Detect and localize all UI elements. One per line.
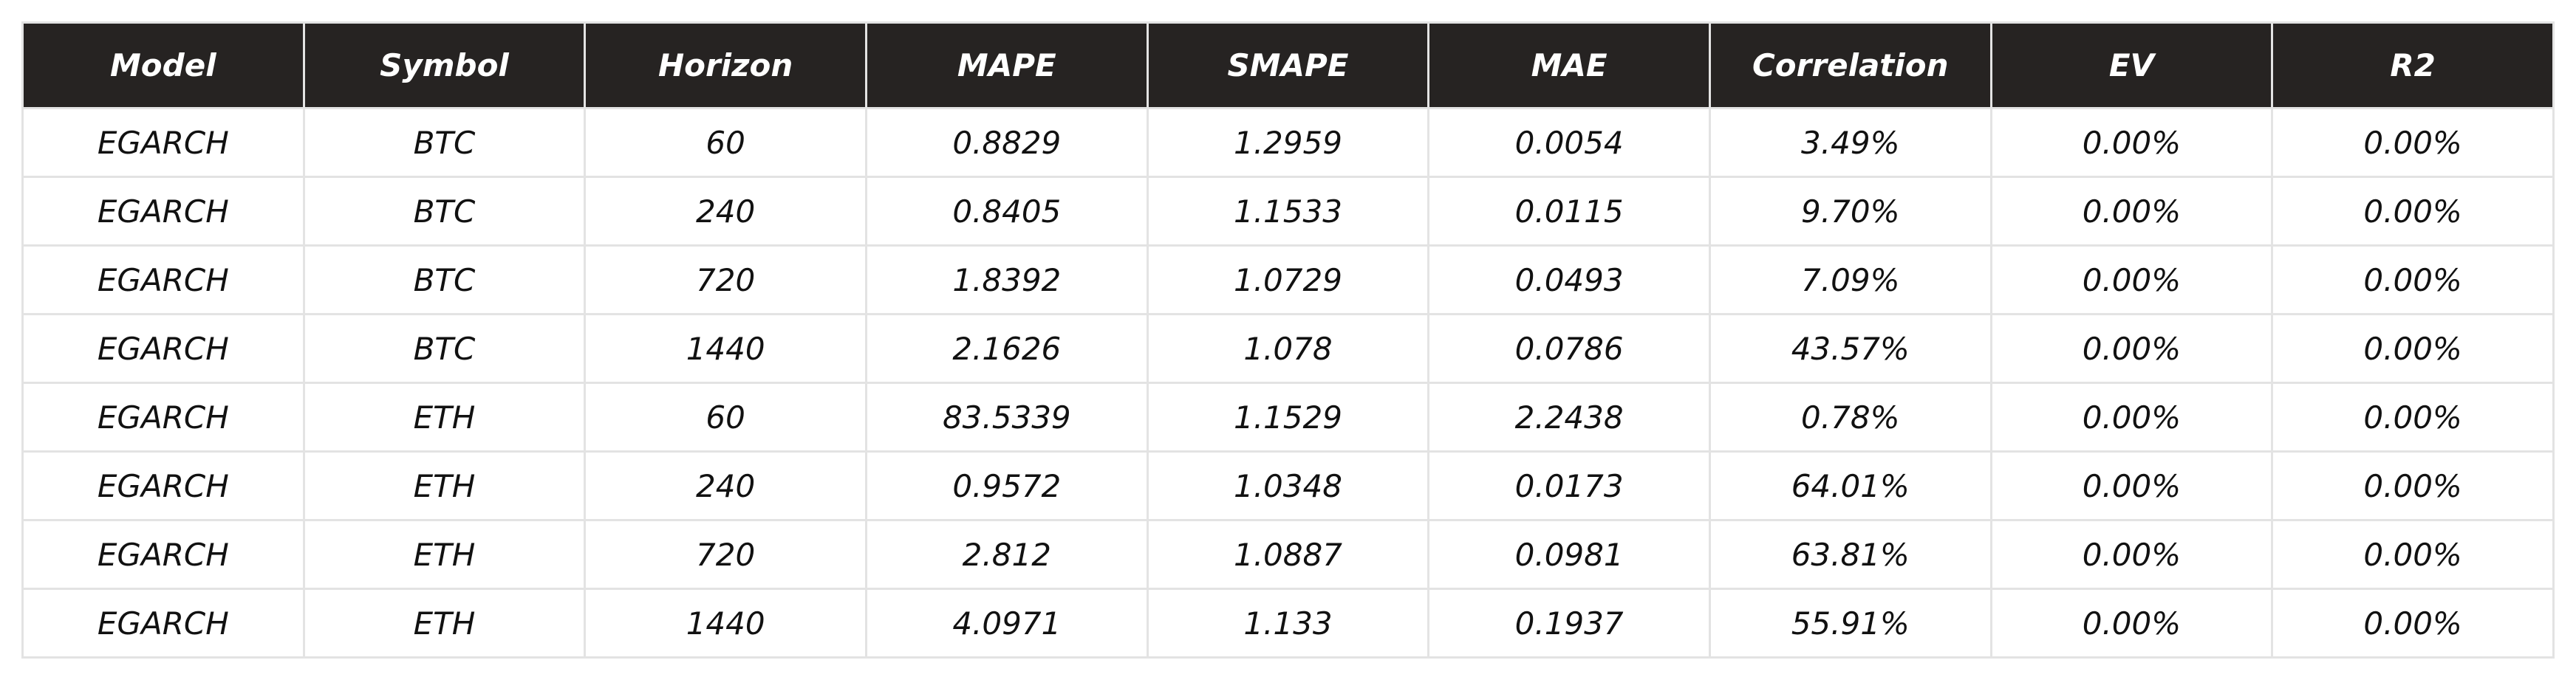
table-cell-correlation: 9.70% [1708,176,1992,247]
table-cell-smape: 1.0348 [1146,450,1430,521]
table-cell-horizon: 720 [584,244,867,315]
table-row: EGARCH BTC 720 1.8392 1.0729 0.0493 7.09% 0.00%… [21,244,2555,315]
table-cell-r2: 0.00% [2271,107,2555,178]
table-cell-mape: 4.0971 [864,588,1149,659]
table-cell-model: EGARCH [21,382,305,453]
table-cell-horizon: 60 [584,107,867,178]
table-cell-r2: 0.00% [2271,382,2555,453]
table-cell-mape: 1.8392 [864,244,1149,315]
header-cell-correlation: Correlation [1708,21,1992,109]
table-cell-mae: 0.0493 [1427,244,1711,315]
table-row: EGARCH ETH 1440 4.0971 1.133 0.1937 55.91% 0.00… [21,588,2555,659]
table-cell-model: EGARCH [21,313,305,384]
table-body: EGARCH BTC 60 0.8829 1.2959 0.0054 3.49% 0.00% 0… [21,107,2555,659]
table-cell-smape: 1.2959 [1146,107,1430,178]
header-cell-mae: MAE [1427,21,1711,109]
table-cell-ev: 0.00% [1989,588,2274,659]
table-cell-ev: 0.00% [1989,450,2274,521]
table-cell-mape: 0.9572 [864,450,1149,521]
table-row: EGARCH BTC 1440 2.1626 1.078 0.0786 43.57% 0.00… [21,313,2555,384]
table-cell-horizon: 60 [584,382,867,453]
table-cell-correlation: 0.78% [1708,382,1992,453]
table-cell-symbol: BTC [302,244,587,315]
table-cell-model: EGARCH [21,107,305,178]
table-cell-r2: 0.00% [2271,313,2555,384]
table-cell-correlation: 55.91% [1708,588,1992,659]
table-cell-mae: 0.0173 [1427,450,1711,521]
table-cell-smape: 1.078 [1146,313,1430,384]
table-cell-r2: 0.00% [2271,176,2555,247]
table-cell-horizon: 1440 [584,313,867,384]
table-row: EGARCH BTC 240 0.8405 1.1533 0.0115 9.70% 0.00%… [21,176,2555,247]
table-row: EGARCH ETH 60 83.5339 1.1529 2.2438 0.78% 0.00%… [21,382,2555,453]
table-cell-smape: 1.0887 [1146,519,1430,590]
table-header: Model Symbol Horizon MAPE SMAPE MAE Corr… [21,21,2555,109]
header-cell-ev: EV [1989,21,2274,109]
table-cell-mae: 0.0115 [1427,176,1711,247]
table-row: EGARCH ETH 240 0.9572 1.0348 0.0173 64.01% 0.00… [21,450,2555,521]
table-cell-r2: 0.00% [2271,519,2555,590]
table-cell-mae: 2.2438 [1427,382,1711,453]
table-cell-mape: 2.812 [864,519,1149,590]
table-cell-smape: 1.133 [1146,588,1430,659]
table-cell-r2: 0.00% [2271,244,2555,315]
header-cell-r2: R2 [2271,21,2555,109]
table-cell-horizon: 1440 [584,588,867,659]
table-cell-ev: 0.00% [1989,176,2274,247]
table-cell-r2: 0.00% [2271,588,2555,659]
table-cell-model: EGARCH [21,176,305,247]
table-cell-symbol: ETH [302,519,587,590]
table-cell-ev: 0.00% [1989,313,2274,384]
table-cell-model: EGARCH [21,588,305,659]
table-cell-mae: 0.0786 [1427,313,1711,384]
table-cell-symbol: ETH [302,382,587,453]
header-cell-horizon: Horizon [584,21,867,109]
metrics-table-container: Model Symbol Horizon MAPE SMAPE MAE Corr… [21,21,2555,659]
table-cell-ev: 0.00% [1989,244,2274,315]
table-cell-ev: 0.00% [1989,107,2274,178]
table-cell-symbol: BTC [302,107,587,178]
table-cell-ev: 0.00% [1989,382,2274,453]
table-cell-symbol: BTC [302,176,587,247]
header-cell-smape: SMAPE [1146,21,1430,109]
table-row: EGARCH ETH 720 2.812 1.0887 0.0981 63.81% 0.00%… [21,519,2555,590]
header-cell-model: Model [21,21,305,109]
table-cell-correlation: 43.57% [1708,313,1992,384]
table-cell-correlation: 64.01% [1708,450,1992,521]
table-cell-smape: 1.1533 [1146,176,1430,247]
table-cell-model: EGARCH [21,244,305,315]
table-cell-mape: 0.8405 [864,176,1149,247]
table-row: EGARCH BTC 60 0.8829 1.2959 0.0054 3.49% 0.00% 0… [21,107,2555,178]
table-cell-mae: 0.0981 [1427,519,1711,590]
table-cell-symbol: ETH [302,588,587,659]
table-cell-correlation: 7.09% [1708,244,1992,315]
table-cell-mape: 0.8829 [864,107,1149,178]
table-cell-mae: 0.1937 [1427,588,1711,659]
table-cell-ev: 0.00% [1989,519,2274,590]
header-row: Model Symbol Horizon MAPE SMAPE MAE Corr… [21,21,2555,109]
table-cell-mape: 83.5339 [864,382,1149,453]
table-cell-symbol: BTC [302,313,587,384]
table-cell-horizon: 240 [584,450,867,521]
metrics-table: Model Symbol Horizon MAPE SMAPE MAE Corr… [21,21,2555,659]
table-cell-smape: 1.0729 [1146,244,1430,315]
table-cell-correlation: 3.49% [1708,107,1992,178]
table-cell-smape: 1.1529 [1146,382,1430,453]
header-cell-symbol: Symbol [302,21,587,109]
table-cell-horizon: 240 [584,176,867,247]
header-cell-mape: MAPE [864,21,1149,109]
table-cell-mape: 2.1626 [864,313,1149,384]
table-cell-r2: 0.00% [2271,450,2555,521]
table-cell-correlation: 63.81% [1708,519,1992,590]
table-cell-model: EGARCH [21,519,305,590]
table-cell-model: EGARCH [21,450,305,521]
table-cell-horizon: 720 [584,519,867,590]
table-cell-mae: 0.0054 [1427,107,1711,178]
table-cell-symbol: ETH [302,450,587,521]
